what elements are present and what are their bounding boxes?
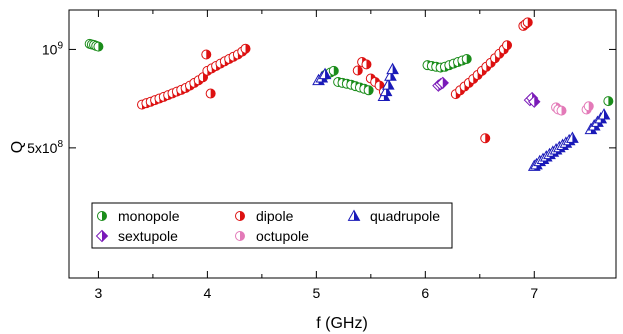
series-sextupole bbox=[432, 76, 541, 108]
monopole-point bbox=[363, 85, 374, 96]
monopole-point bbox=[328, 65, 339, 76]
legend-item-sextupole: sextupole bbox=[95, 228, 178, 244]
legend-label-quadrupole: quadrupole bbox=[370, 208, 440, 224]
x-tick-label: 7 bbox=[530, 285, 538, 301]
quadrupole-point bbox=[386, 62, 399, 75]
legend-item-monopole: monopole bbox=[97, 208, 180, 224]
series-quadrupole bbox=[312, 62, 611, 171]
octupole-point bbox=[583, 101, 594, 112]
series-dipole bbox=[137, 17, 533, 144]
series-octupole bbox=[551, 101, 594, 116]
x-tick-label: 6 bbox=[421, 285, 429, 301]
y-axis-label: Q bbox=[9, 141, 26, 153]
sextupole-point bbox=[528, 95, 541, 108]
dipole-point bbox=[502, 40, 513, 51]
x-axis-label: f (GHz) bbox=[316, 315, 368, 332]
legend-marker-quadrupole bbox=[347, 209, 361, 221]
plot-frame bbox=[68, 9, 617, 279]
dipole-point bbox=[361, 59, 372, 70]
legend-item-octupole: octupole bbox=[235, 228, 309, 244]
monopole-point bbox=[603, 96, 614, 107]
quadrupole-point bbox=[318, 67, 332, 80]
series-monopole bbox=[84, 38, 614, 107]
dipole-point bbox=[240, 43, 251, 54]
monopole-point bbox=[93, 41, 104, 52]
legend-marker-dipole bbox=[235, 211, 245, 221]
legend-box bbox=[91, 202, 453, 249]
sextupole-point bbox=[436, 76, 449, 90]
legend: monopole dipole quadrupole sextupole octupol… bbox=[91, 202, 453, 249]
legend-marker-monopole bbox=[97, 211, 107, 221]
legend-label-octupole: octupole bbox=[256, 228, 309, 244]
legend-label-dipole: dipole bbox=[256, 208, 294, 224]
legend-marker-sextupole bbox=[95, 229, 109, 243]
quadrupole-point bbox=[597, 108, 611, 120]
quadrupole-point bbox=[379, 84, 393, 97]
dipole-point bbox=[352, 65, 363, 76]
monopole-point bbox=[461, 53, 472, 64]
dipole-point bbox=[522, 17, 533, 28]
quadrupole-point bbox=[381, 78, 395, 90]
data-marks bbox=[84, 17, 614, 171]
x-axis: 3 4 5 6 7 bbox=[95, 10, 538, 301]
dipole-point bbox=[201, 49, 212, 60]
y-tick-label: 5x108 bbox=[27, 139, 63, 156]
legend-label-sextupole: sextupole bbox=[118, 228, 178, 244]
x-tick-label: 3 bbox=[95, 285, 103, 301]
dipole-point bbox=[480, 133, 491, 144]
x-tick-label: 5 bbox=[312, 285, 320, 301]
legend-marker-octupole bbox=[235, 231, 245, 241]
y-tick-label: 109 bbox=[42, 40, 64, 57]
y-axis: 5x108 109 bbox=[27, 40, 616, 156]
dipole-point bbox=[205, 88, 216, 99]
legend-item-dipole: dipole bbox=[235, 208, 294, 224]
quadrupole-point bbox=[566, 131, 579, 143]
legend-item-quadrupole: quadrupole bbox=[347, 208, 440, 224]
octupole-point bbox=[556, 105, 567, 116]
legend-label-monopole: monopole bbox=[118, 208, 180, 224]
x-tick-label: 4 bbox=[203, 285, 211, 301]
